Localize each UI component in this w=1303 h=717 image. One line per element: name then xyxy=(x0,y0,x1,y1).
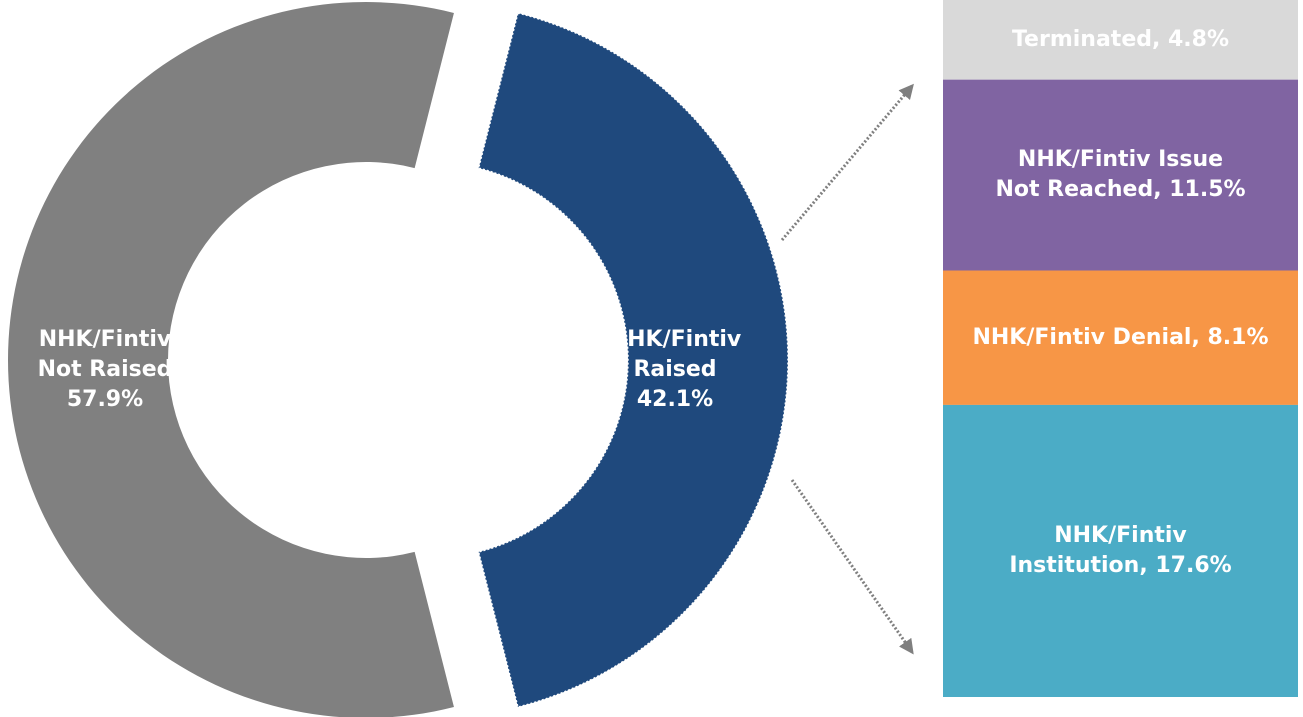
segment-label: Terminated, 4.8% xyxy=(1011,26,1230,52)
doughnut-slice xyxy=(8,2,454,717)
connector-arrow xyxy=(780,83,914,241)
bar-segment xyxy=(943,79,1298,271)
slice-label: NHK/Fintiv Not Raised 57.9% xyxy=(15,310,195,430)
segment-label: NHK/Fintiv Issue Not Reached, 11.5% xyxy=(995,147,1246,203)
slice-value: 57.9% xyxy=(66,387,144,412)
segment-label: NHK/Fintiv Institution, 17.6% xyxy=(1009,522,1232,578)
slice-category: NHK/Fintiv Raised xyxy=(608,327,742,382)
slice-label: NHK/Fintiv Raised 42.1% xyxy=(585,310,765,430)
bar-segment xyxy=(943,404,1298,697)
slice-category: NHK/Fintiv Not Raised xyxy=(37,327,173,382)
bar-segment xyxy=(943,270,1298,405)
segment-label: NHK/Fintiv Denial, 8.1% xyxy=(972,324,1269,350)
slice-value: 42.1% xyxy=(636,387,714,412)
connector-arrow xyxy=(790,479,914,655)
bar-segment xyxy=(943,0,1298,80)
doughnut-slice xyxy=(477,12,789,708)
